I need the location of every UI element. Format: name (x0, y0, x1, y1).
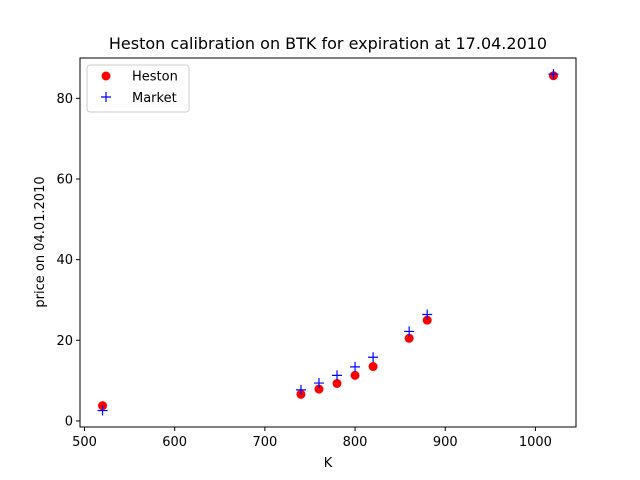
chart-title: Heston calibration on BTK for expiration… (109, 34, 547, 53)
x-tick-label: 1000 (519, 435, 552, 450)
y-tick-label: 40 (56, 253, 73, 268)
x-tick-label: 500 (72, 435, 97, 450)
heston-point (350, 370, 360, 380)
market-point (97, 405, 108, 416)
y-tick-label: 80 (56, 92, 73, 107)
ticks: 500 600 700 800 900 1000 0 20 40 60 80 (56, 92, 552, 450)
heston-point (422, 315, 432, 325)
market-point (422, 309, 433, 320)
market-point (313, 378, 324, 389)
x-axis-label: K (324, 456, 333, 471)
heston-point (368, 362, 378, 372)
legend-label-market: Market (132, 91, 177, 106)
y-tick-label: 60 (56, 172, 73, 187)
market-point (332, 370, 343, 381)
heston-point (404, 333, 414, 343)
market-point (350, 361, 361, 372)
y-axis-label: price on 04.01.2010 (33, 176, 48, 307)
legend-box (86, 64, 190, 113)
market-point (295, 384, 306, 395)
legend: Heston Market (86, 64, 190, 113)
market-point (368, 352, 379, 363)
x-tick-label: 700 (252, 435, 277, 450)
plot-area (80, 58, 576, 427)
legend-label-heston: Heston (132, 70, 178, 85)
legend-marker-market (101, 92, 111, 102)
heston-point (332, 378, 342, 388)
legend-marker-heston (101, 71, 111, 81)
plot-frame (79, 57, 577, 428)
y-tick-label: 20 (56, 334, 73, 349)
x-tick-label: 900 (433, 435, 458, 450)
x-tick-label: 800 (343, 435, 368, 450)
y-tick-label: 0 (65, 414, 73, 429)
marks (97, 69, 559, 416)
market-point (404, 326, 415, 337)
x-tick-label: 600 (162, 435, 187, 450)
market-point (548, 69, 559, 80)
heston-point (314, 384, 324, 394)
